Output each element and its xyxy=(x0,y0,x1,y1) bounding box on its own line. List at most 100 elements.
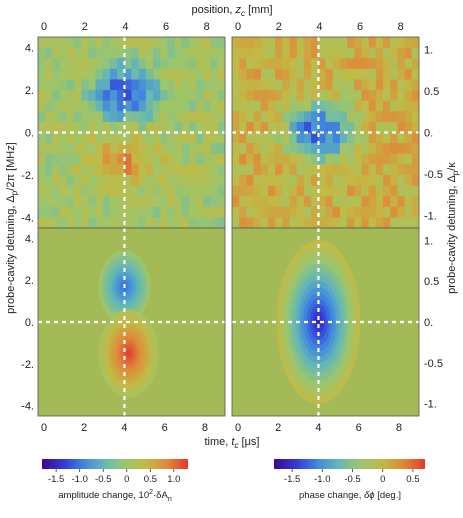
heatmap-cell xyxy=(354,206,363,218)
heatmap-cell xyxy=(303,143,312,155)
heatmap-cell xyxy=(196,37,205,49)
heatmap-cell xyxy=(253,185,262,197)
heatmap-cell xyxy=(73,111,82,123)
heatmap-cell xyxy=(95,68,104,81)
heatmap-cell xyxy=(181,79,190,91)
heatmap-cell xyxy=(66,79,75,91)
heatmap-cell xyxy=(131,132,140,144)
heatmap-cell xyxy=(253,121,262,134)
heatmap-cell xyxy=(253,206,262,218)
heatmap-cell xyxy=(196,217,205,228)
heatmap-cell xyxy=(45,90,53,102)
heatmap-cell xyxy=(339,37,348,49)
heatmap-cell xyxy=(95,111,104,123)
heatmap-cell xyxy=(145,79,154,91)
heatmap-cell xyxy=(160,58,169,70)
heatmap-cell xyxy=(239,153,247,165)
heatmap-cell xyxy=(404,58,413,70)
heatmap-cell xyxy=(325,100,334,112)
heatmap-cell xyxy=(181,185,190,197)
heatmap-cell xyxy=(189,185,197,197)
heatmap-cell xyxy=(289,217,298,228)
heatmap-cell xyxy=(267,217,276,228)
heatmap-cell xyxy=(282,47,291,59)
heatmap-cell xyxy=(66,206,75,218)
heatmap-cell xyxy=(347,68,355,81)
heatmap-cell xyxy=(383,153,391,165)
heatmap-cell xyxy=(239,100,247,112)
heatmap-cell xyxy=(246,217,255,228)
heatmap-cell xyxy=(38,47,46,59)
heatmap-cell xyxy=(131,121,140,134)
heatmap-cell xyxy=(81,132,89,144)
heatmap-cell xyxy=(52,79,61,91)
heatmap-cell xyxy=(131,90,140,102)
heatmap-cell xyxy=(196,100,205,112)
heatmap-cell xyxy=(210,153,219,165)
heatmap-cell xyxy=(390,90,399,102)
heatmap-cell xyxy=(282,100,291,112)
heatmap-cell xyxy=(375,196,384,208)
heatmap-cell xyxy=(375,153,384,165)
heatmap-cell xyxy=(117,121,125,134)
heatmap-cell xyxy=(66,37,75,49)
heatmap-cell xyxy=(117,58,125,70)
heatmap-cell xyxy=(181,58,190,70)
heatmap-cell xyxy=(189,206,197,218)
heatmap-cell xyxy=(131,68,140,81)
heatmap-cell xyxy=(174,58,183,70)
heatmap-cell xyxy=(303,37,312,49)
heatmap-cell xyxy=(361,121,370,134)
heatmap-cell xyxy=(390,185,399,197)
heatmap-cell xyxy=(289,132,298,144)
heatmap-cell xyxy=(311,68,319,81)
heatmap-cell xyxy=(73,79,82,91)
heatmap-cell xyxy=(167,196,176,208)
heatmap-cell xyxy=(117,174,125,187)
heatmap-cell xyxy=(383,185,391,197)
right-tick-label: -0.5 xyxy=(424,358,443,370)
left-axis-label: probe-cavity detuning, Δp/2π [MHz] xyxy=(5,142,19,314)
heatmap-cell xyxy=(368,132,377,144)
heatmap-cell xyxy=(45,68,53,81)
heatmap-cell xyxy=(138,111,147,123)
heatmap-cell xyxy=(267,90,276,102)
heatmap-cell xyxy=(102,132,111,144)
heatmap-cell xyxy=(318,132,327,144)
heatmap-cell xyxy=(145,217,154,228)
heatmap-cell xyxy=(275,217,283,228)
heatmap-cell xyxy=(52,196,61,208)
heatmap-cell xyxy=(383,37,391,49)
heatmap-cell xyxy=(260,58,269,70)
heatmap-cell xyxy=(347,37,355,49)
top-tick-label: 4 xyxy=(316,21,322,33)
heatmap-cell xyxy=(339,206,348,218)
bottom-right-panel xyxy=(232,228,419,416)
right-tick-label: -0.5 xyxy=(424,169,443,181)
heatmap-cell xyxy=(375,90,384,102)
heatmap-cell xyxy=(138,47,147,59)
heatmap-cell xyxy=(138,143,147,155)
heatmap-cell xyxy=(318,185,327,197)
colorbar-tick-label: -0.5 xyxy=(344,474,360,485)
heatmap-cell xyxy=(210,111,219,123)
heatmap-cell xyxy=(325,217,334,228)
heatmap-cell xyxy=(196,206,205,218)
heatmap-cell xyxy=(282,132,291,144)
heatmap-cell xyxy=(181,90,190,102)
heatmap-cell xyxy=(318,68,327,81)
heatmap-cell xyxy=(303,111,312,123)
heatmap-cell xyxy=(160,164,169,176)
heatmap-cell xyxy=(203,164,212,176)
heatmap-cell xyxy=(124,79,133,91)
heatmap-cell xyxy=(81,79,89,91)
heatmap-cell xyxy=(73,132,82,144)
heatmap-cell xyxy=(109,37,118,49)
heatmap-cell xyxy=(368,217,377,228)
heatmap-cell xyxy=(124,100,133,112)
heatmap-cell xyxy=(347,143,355,155)
heatmap-cell xyxy=(45,37,53,49)
heatmap-cell xyxy=(361,47,370,59)
heatmap-cell xyxy=(397,206,406,218)
heatmap-cell xyxy=(275,79,283,91)
